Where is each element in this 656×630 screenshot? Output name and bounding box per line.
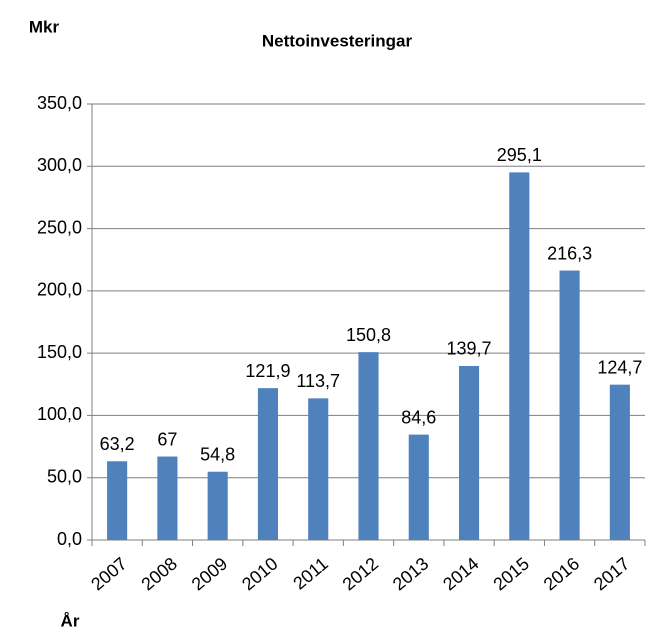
value-label: 54,8 [200, 444, 235, 464]
y-tick-label: 150,0 [37, 342, 82, 362]
value-label: 124,7 [597, 357, 642, 377]
y-tick-label: 0,0 [57, 529, 82, 549]
x-tick-label: 2010 [238, 553, 282, 594]
bar [509, 172, 530, 540]
bar [358, 352, 379, 540]
x-tick-label: 2017 [590, 553, 634, 594]
bar [257, 388, 279, 540]
bar [609, 384, 630, 540]
bar [308, 398, 329, 540]
bar [157, 456, 178, 540]
value-label: 216,3 [547, 243, 592, 263]
x-tick-label: 2007 [87, 553, 131, 594]
value-label: 139,7 [447, 339, 492, 359]
value-label: 113,7 [296, 371, 340, 391]
value-label: 150,8 [346, 325, 391, 345]
x-tick-label: 2008 [138, 553, 182, 594]
bar [559, 270, 580, 540]
value-label: 63,2 [100, 434, 135, 454]
x-tick-label: 2014 [439, 553, 483, 594]
value-label: 121,9 [245, 361, 290, 381]
y-tick-label: 350,0 [37, 93, 82, 113]
x-tick-label: 2009 [188, 553, 232, 594]
value-label: 67 [157, 429, 177, 449]
bar [107, 461, 128, 540]
value-label: 84,6 [401, 407, 436, 427]
y-tick-label: 300,0 [37, 155, 82, 175]
x-axis-label: År [61, 611, 80, 630]
bar [207, 471, 228, 540]
bar [408, 434, 429, 540]
x-tick-label: 2015 [489, 553, 533, 594]
value-label: 295,1 [497, 145, 542, 165]
y-tick-label: 250,0 [37, 217, 82, 237]
y-tick-label: 100,0 [37, 404, 82, 424]
x-tick-label: 2012 [339, 553, 383, 594]
y-tick-label: 200,0 [37, 280, 82, 300]
chart-title: Nettoinvesteringar [262, 31, 413, 50]
x-tick-label: 2011 [289, 553, 332, 593]
y-axis-label: Mkr [29, 17, 60, 36]
x-tick-label: 2016 [540, 553, 584, 594]
y-tick-label: 50,0 [47, 466, 82, 486]
bar [458, 365, 480, 540]
x-tick-label: 2013 [389, 553, 433, 594]
